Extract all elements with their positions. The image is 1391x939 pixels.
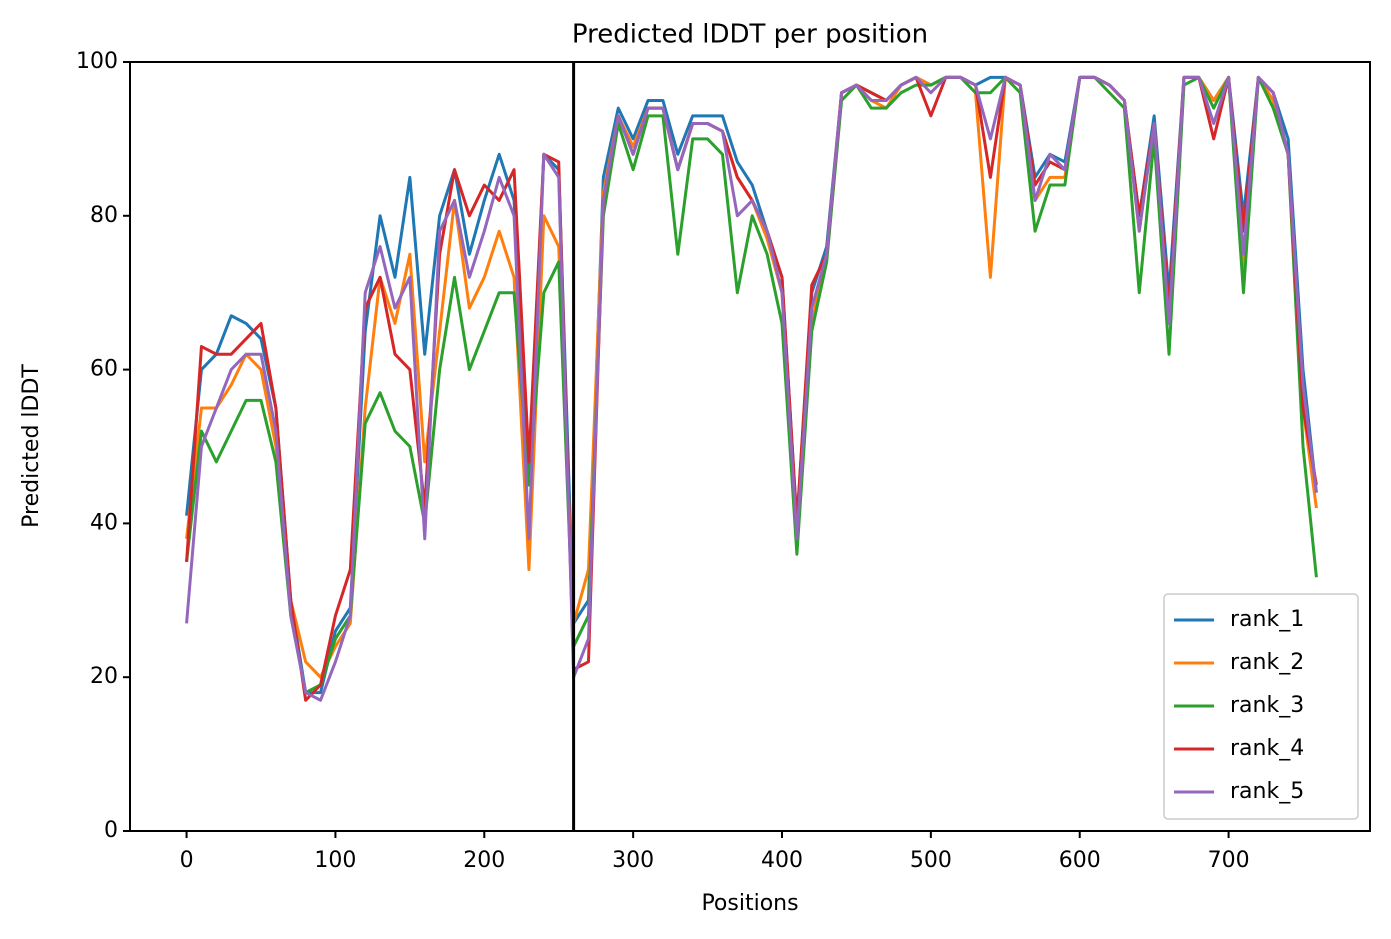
x-tick-label: 500 xyxy=(910,848,952,873)
legend-label: rank_2 xyxy=(1230,650,1304,675)
plot-frame xyxy=(129,61,1371,832)
x-axis-label: Positions xyxy=(701,891,798,916)
y-tick-label: 60 xyxy=(90,357,118,382)
legend-box xyxy=(1163,593,1359,820)
legend-label: rank_4 xyxy=(1230,736,1304,761)
x-tick-label: 200 xyxy=(463,848,505,873)
y-tick-label: 20 xyxy=(90,664,118,689)
legend-label: rank_3 xyxy=(1230,693,1304,718)
series-line xyxy=(185,75,1318,702)
y-tick-label: 40 xyxy=(90,510,118,535)
y-tick-label: 0 xyxy=(104,818,118,843)
x-tick-label: 0 xyxy=(180,848,194,873)
legend-label: rank_5 xyxy=(1230,779,1304,804)
x-tick-label: 100 xyxy=(314,848,356,873)
chart-title: Predicted lDDT per position xyxy=(572,20,928,50)
y-tick-label: 80 xyxy=(90,203,118,228)
x-tick-label: 400 xyxy=(761,848,803,873)
x-tick-label: 600 xyxy=(1059,848,1101,873)
y-axis-label: Predicted lDDT xyxy=(19,364,44,528)
y-tick-label: 100 xyxy=(76,49,118,74)
x-tick-label: 300 xyxy=(612,848,654,873)
x-tick-label: 700 xyxy=(1208,848,1250,873)
legend-label: rank_1 xyxy=(1230,607,1304,632)
series-line xyxy=(185,75,1318,695)
